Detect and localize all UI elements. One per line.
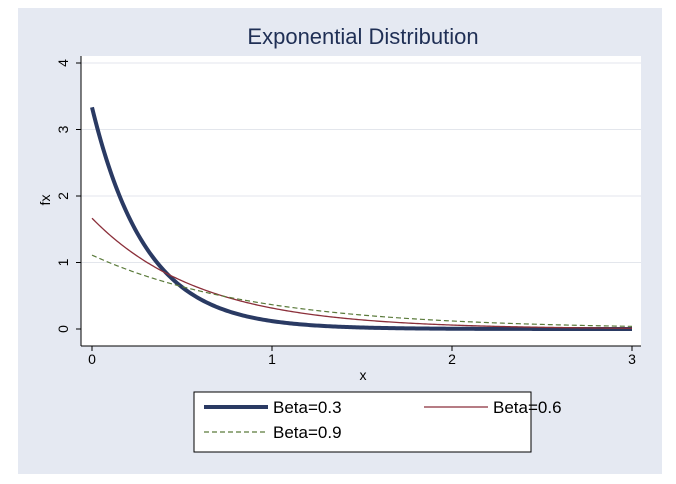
x-tick-label: 1 <box>268 351 276 367</box>
chart-title: Exponential Distribution <box>247 24 478 49</box>
legend-label: Beta=0.9 <box>273 423 342 442</box>
legend-label: Beta=0.6 <box>493 398 562 417</box>
series-group <box>90 106 633 331</box>
y-tick-label: 1 <box>55 258 71 266</box>
grid-lines <box>81 62 641 263</box>
axes: 0 1 2 3 4 0 1 2 3 <box>55 56 641 367</box>
x-tick-label: 3 <box>628 351 636 367</box>
y-tick-label: 2 <box>55 192 71 200</box>
series-line-beta-0-3 <box>90 106 632 331</box>
legend: Beta=0.3 Beta=0.6 Beta=0.9 <box>204 398 562 442</box>
legend-label: Beta=0.3 <box>273 398 342 417</box>
series-line-beta-0-9 <box>91 254 633 327</box>
legend-box <box>193 391 532 453</box>
series-line-beta-0-6 <box>91 217 633 329</box>
x-tick-label: 0 <box>88 351 96 367</box>
plot-area <box>81 56 641 346</box>
y-tick-label: 0 <box>55 325 71 333</box>
y-axis-title: fx <box>37 195 53 206</box>
y-tick-label: 3 <box>55 125 71 133</box>
x-axis-title: x <box>360 367 367 383</box>
y-tick-label: 4 <box>55 59 71 67</box>
x-tick-label: 2 <box>448 351 456 367</box>
